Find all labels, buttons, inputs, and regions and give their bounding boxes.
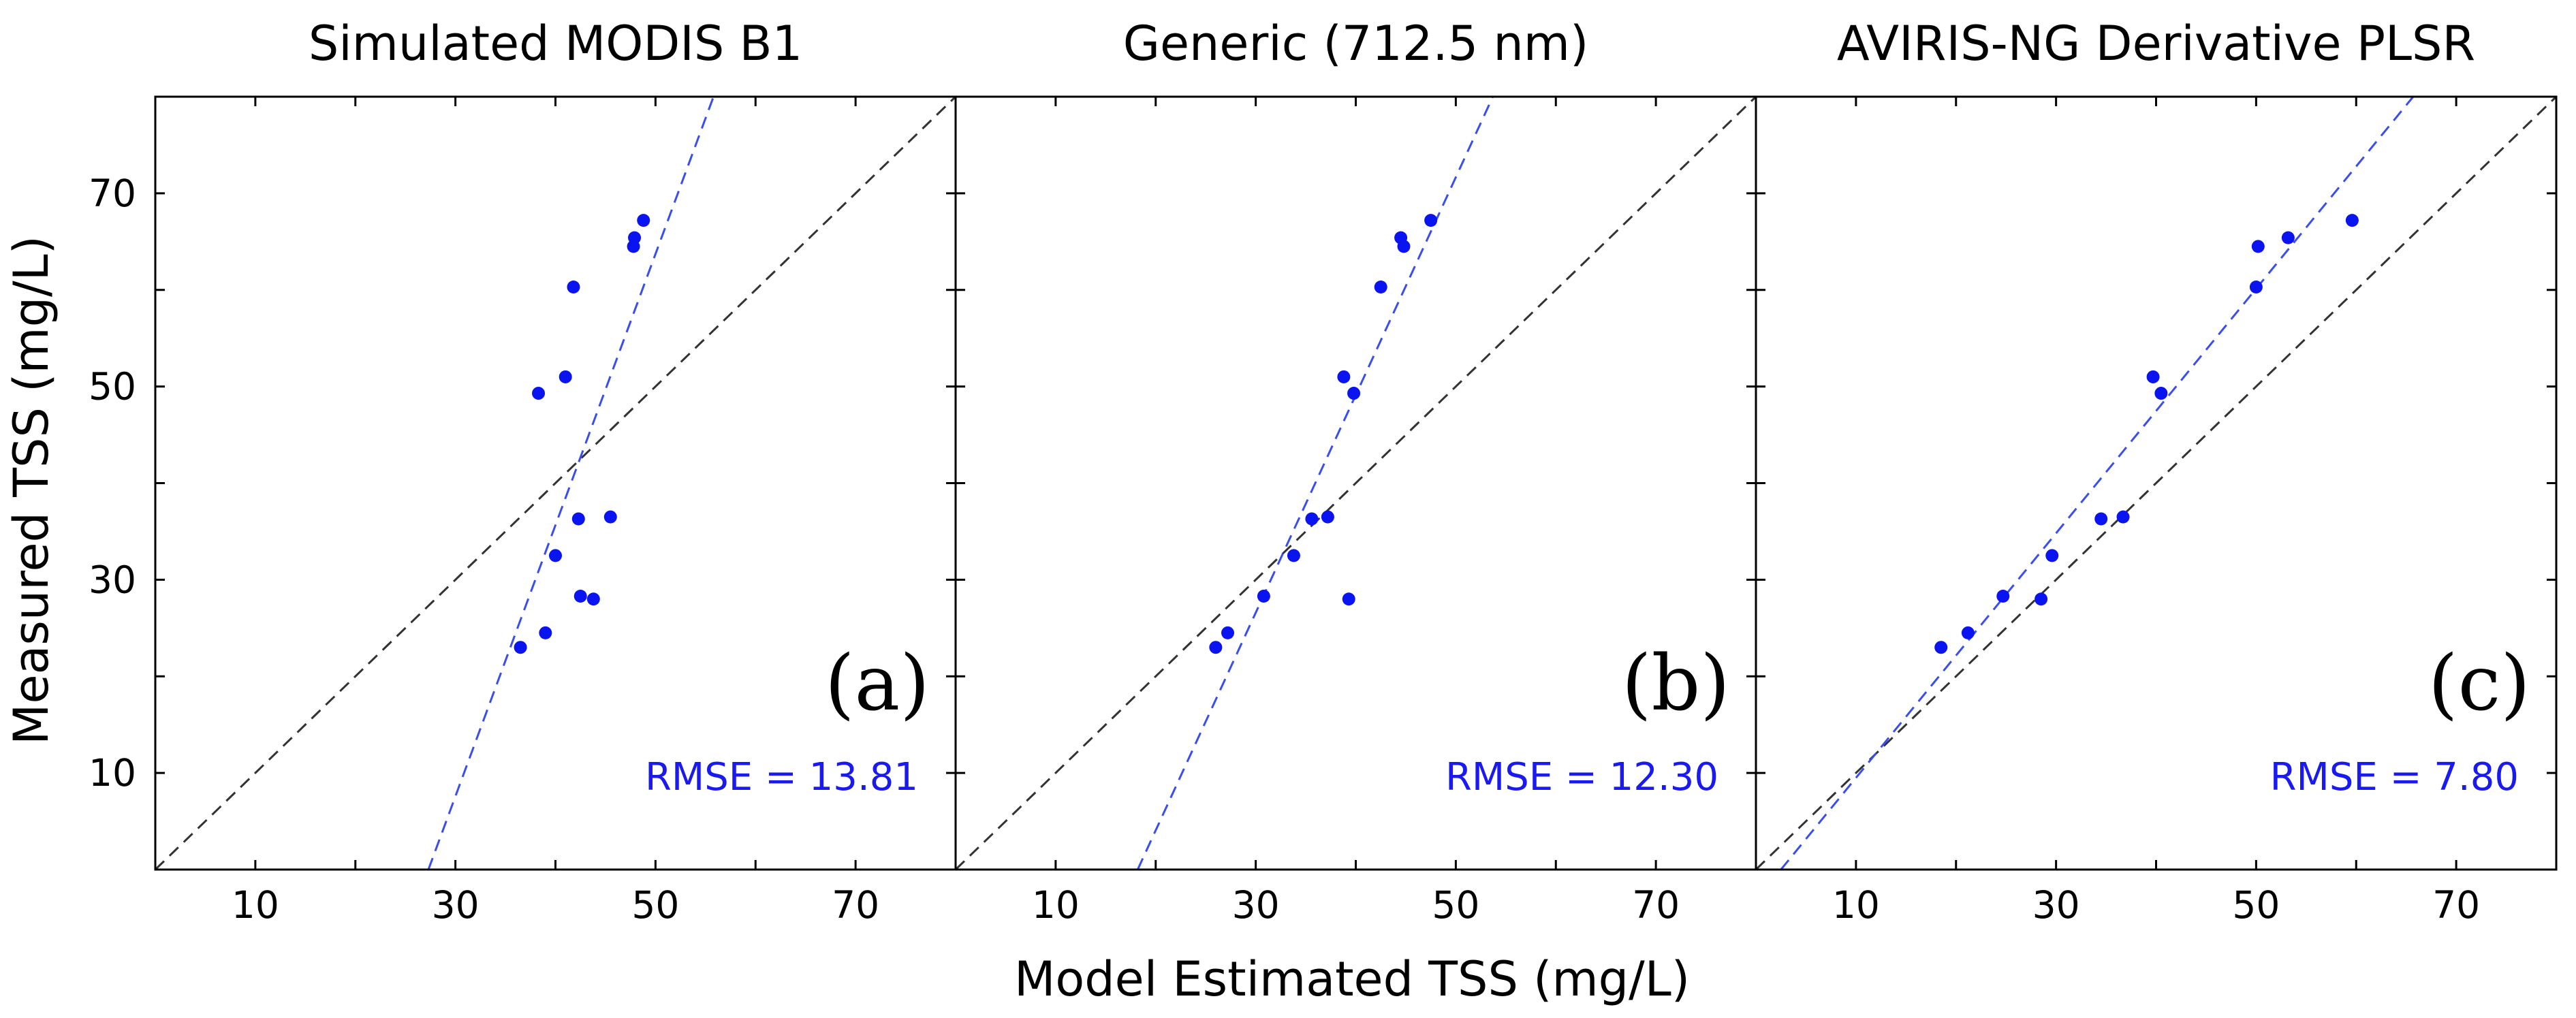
fit-line bbox=[1780, 97, 2415, 870]
y-tick-label: 30 bbox=[89, 558, 136, 601]
y-tick-label: 50 bbox=[89, 365, 136, 409]
x-tick-label: 70 bbox=[2432, 883, 2480, 927]
data-point bbox=[1257, 589, 1270, 603]
x-tick-label: 50 bbox=[631, 883, 679, 927]
data-point bbox=[549, 549, 562, 562]
data-point bbox=[2249, 280, 2263, 293]
data-point bbox=[2116, 510, 2130, 524]
panel-label: (a) bbox=[825, 639, 930, 728]
data-point bbox=[1321, 510, 1334, 524]
panel-lines bbox=[956, 97, 1756, 870]
panel-1: Simulated MODIS B1 10 30 50 70 10 30 50 70 (a) RMS… bbox=[89, 16, 957, 927]
data-point bbox=[586, 592, 600, 606]
one-to-one-line bbox=[1756, 97, 2556, 870]
scatter-points bbox=[1934, 214, 2359, 654]
data-point bbox=[603, 510, 617, 524]
data-point bbox=[574, 589, 587, 603]
data-point bbox=[1305, 512, 1319, 526]
panel-title: AVIRIS-NG Derivative PLSR bbox=[1837, 16, 2475, 71]
panel-lines bbox=[155, 97, 956, 870]
data-point bbox=[637, 214, 650, 227]
data-point bbox=[1374, 280, 1387, 293]
data-point bbox=[2045, 549, 2059, 562]
tick-marks bbox=[155, 97, 956, 870]
data-point bbox=[1209, 641, 1223, 654]
panel-label: (c) bbox=[2428, 639, 2530, 728]
data-point bbox=[2154, 387, 2168, 400]
x-tick-label: 30 bbox=[432, 883, 480, 927]
rmse-annotation: RMSE = 12.30 bbox=[1445, 755, 1718, 799]
y-axis-label: Measured TSS (mg/L) bbox=[3, 236, 59, 745]
panel-2: Generic (712.5 nm) 10 30 50 70 (b) RMSE = 12.3… bbox=[954, 16, 1757, 927]
x-tick-label: 30 bbox=[1232, 883, 1280, 927]
x-tick-label: 50 bbox=[2232, 883, 2280, 927]
one-to-one-line bbox=[155, 97, 956, 870]
panel-3: AVIRIS-NG Derivative PLSR 10 30 50 70 (c) RMSE… bbox=[1755, 16, 2558, 927]
data-point bbox=[539, 626, 552, 639]
tick-marks bbox=[956, 97, 1756, 870]
y-tick-label: 10 bbox=[89, 751, 136, 795]
one-to-one-line bbox=[956, 97, 1756, 870]
y-tick-label: 70 bbox=[89, 172, 136, 215]
x-axis-label: Model Estimated TSS (mg/L) bbox=[1014, 951, 1690, 1007]
panel-title: Simulated MODIS B1 bbox=[309, 16, 802, 71]
data-point bbox=[2035, 592, 2048, 606]
data-point bbox=[532, 387, 546, 400]
panels-group: Simulated MODIS B1 10 30 50 70 10 30 50 70 (a) RMS… bbox=[89, 16, 2558, 927]
data-point bbox=[567, 280, 580, 293]
x-tick-label: 70 bbox=[832, 883, 879, 927]
x-tick-label: 10 bbox=[1832, 883, 1880, 927]
scatter-points bbox=[1209, 214, 1438, 654]
x-tick-label: 50 bbox=[1432, 883, 1479, 927]
data-point bbox=[1424, 214, 1438, 227]
data-point bbox=[2345, 214, 2359, 227]
fit-line bbox=[1136, 97, 1494, 870]
data-point bbox=[1342, 592, 1355, 606]
data-point bbox=[1221, 626, 1234, 639]
data-point bbox=[514, 641, 527, 654]
scatter-points bbox=[514, 214, 650, 654]
data-point bbox=[559, 370, 572, 383]
data-point bbox=[628, 231, 642, 244]
data-point bbox=[1394, 231, 1408, 244]
data-point bbox=[1337, 370, 1351, 383]
x-tick-label: 30 bbox=[2032, 883, 2080, 927]
data-point bbox=[1961, 626, 1975, 639]
data-point bbox=[1996, 589, 2010, 603]
data-point bbox=[2146, 370, 2160, 383]
x-tick-label: 10 bbox=[1032, 883, 1080, 927]
tick-marks bbox=[1756, 97, 2556, 870]
data-point bbox=[1934, 641, 1948, 654]
panel-lines bbox=[1756, 97, 2556, 870]
data-point bbox=[2251, 240, 2265, 253]
x-tick-label: 70 bbox=[1632, 883, 1680, 927]
panel-title: Generic (712.5 nm) bbox=[1123, 16, 1589, 71]
data-point bbox=[1287, 549, 1300, 562]
data-point bbox=[2094, 512, 2108, 526]
rmse-annotation: RMSE = 13.81 bbox=[645, 755, 918, 799]
data-point bbox=[571, 512, 585, 526]
x-tick-label: 10 bbox=[232, 883, 279, 927]
rmse-annotation: RMSE = 7.80 bbox=[2270, 755, 2519, 799]
data-point bbox=[2281, 231, 2295, 244]
data-point bbox=[1347, 387, 1361, 400]
panel-label: (b) bbox=[1622, 639, 1730, 728]
fit-line bbox=[427, 97, 714, 870]
